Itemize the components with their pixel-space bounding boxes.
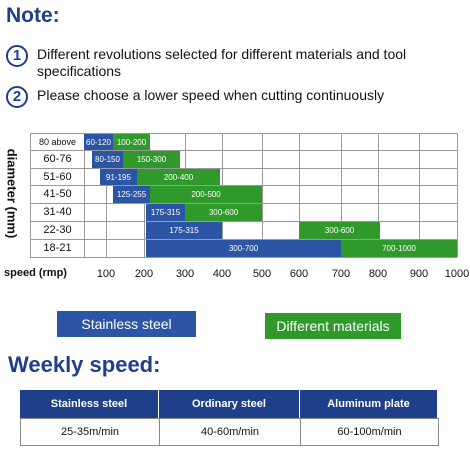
speed-tick: 600 xyxy=(289,268,309,280)
speed-label: speed (rmp) xyxy=(4,267,67,279)
note-text: Please choose a lower speed when cutting… xyxy=(37,87,385,103)
speed-tick: 100 xyxy=(96,268,116,280)
green-range: 150-300 xyxy=(123,151,180,168)
grid-line xyxy=(30,257,457,258)
grid-line xyxy=(341,133,342,257)
blue-range: 80-150 xyxy=(92,151,123,168)
blue-range: 60-120 xyxy=(84,134,113,150)
grid-line xyxy=(30,221,457,222)
note-title: Note: xyxy=(6,4,60,27)
row-label: 41-50 xyxy=(43,188,72,200)
blue-range: 125-255 xyxy=(113,186,150,203)
row-label: 60-76 xyxy=(43,153,72,165)
green-range: 300-600 xyxy=(299,222,380,239)
table-header: Stainless steel xyxy=(20,390,159,418)
table-header: Aluminum plate xyxy=(300,390,438,418)
speed-tick: 400 xyxy=(212,268,232,280)
speed-tick: 900 xyxy=(409,268,429,280)
grid-line xyxy=(30,185,457,186)
speed-tick: 800 xyxy=(368,268,388,280)
speed-tick: 500 xyxy=(252,268,272,280)
table-cell: 40-60m/min xyxy=(159,418,301,446)
table-cell: 60-100m/min xyxy=(300,418,439,446)
grid-line xyxy=(30,150,457,151)
grid-line xyxy=(84,133,85,257)
grid-line xyxy=(299,133,300,257)
grid-line xyxy=(419,133,420,257)
grid-line xyxy=(30,239,457,240)
grid-line xyxy=(457,133,458,257)
grid-line xyxy=(30,133,31,257)
table-cell: 25-35m/min xyxy=(20,418,160,446)
green-range: 100-200 xyxy=(113,134,150,150)
grid-line xyxy=(30,203,457,204)
green-range: 200-400 xyxy=(137,169,220,185)
grid-line xyxy=(378,133,379,257)
row-label: 22-30 xyxy=(43,224,72,236)
row-label: 18-21 xyxy=(43,242,72,254)
green-range: 700-1000 xyxy=(341,240,457,257)
grid-line xyxy=(30,133,457,134)
speed-tick: 200 xyxy=(134,268,154,280)
blue-range: 91-195 xyxy=(100,169,137,185)
green-range: 300-600 xyxy=(185,204,262,221)
weekly-title: Weekly speed: xyxy=(8,352,161,377)
note-text: Different revolutions selected for diffe… xyxy=(37,46,407,79)
blue-range: 175-315 xyxy=(146,204,185,221)
blue-range: 175-315 xyxy=(146,222,222,239)
green-range: 200-500 xyxy=(150,186,262,203)
legend-blue: Stainless steel xyxy=(57,311,196,337)
grid-line xyxy=(262,133,263,257)
row-label: 31-40 xyxy=(43,206,72,218)
note-number: 1 xyxy=(6,45,28,67)
note-number: 2 xyxy=(6,86,28,108)
speed-tick: 1000 xyxy=(444,268,470,280)
grid-line xyxy=(106,133,107,257)
row-label: 80 above xyxy=(38,136,77,147)
blue-range: 300-700 xyxy=(146,240,341,257)
table-header: Ordinary steel xyxy=(159,390,300,418)
speed-tick: 300 xyxy=(175,268,195,280)
grid-line xyxy=(30,168,457,169)
legend-green: Different materials xyxy=(265,313,401,339)
speed-tick: 700 xyxy=(331,268,351,280)
row-label: 51-60 xyxy=(43,170,72,183)
axis-label: diameter (mm) xyxy=(4,148,20,239)
